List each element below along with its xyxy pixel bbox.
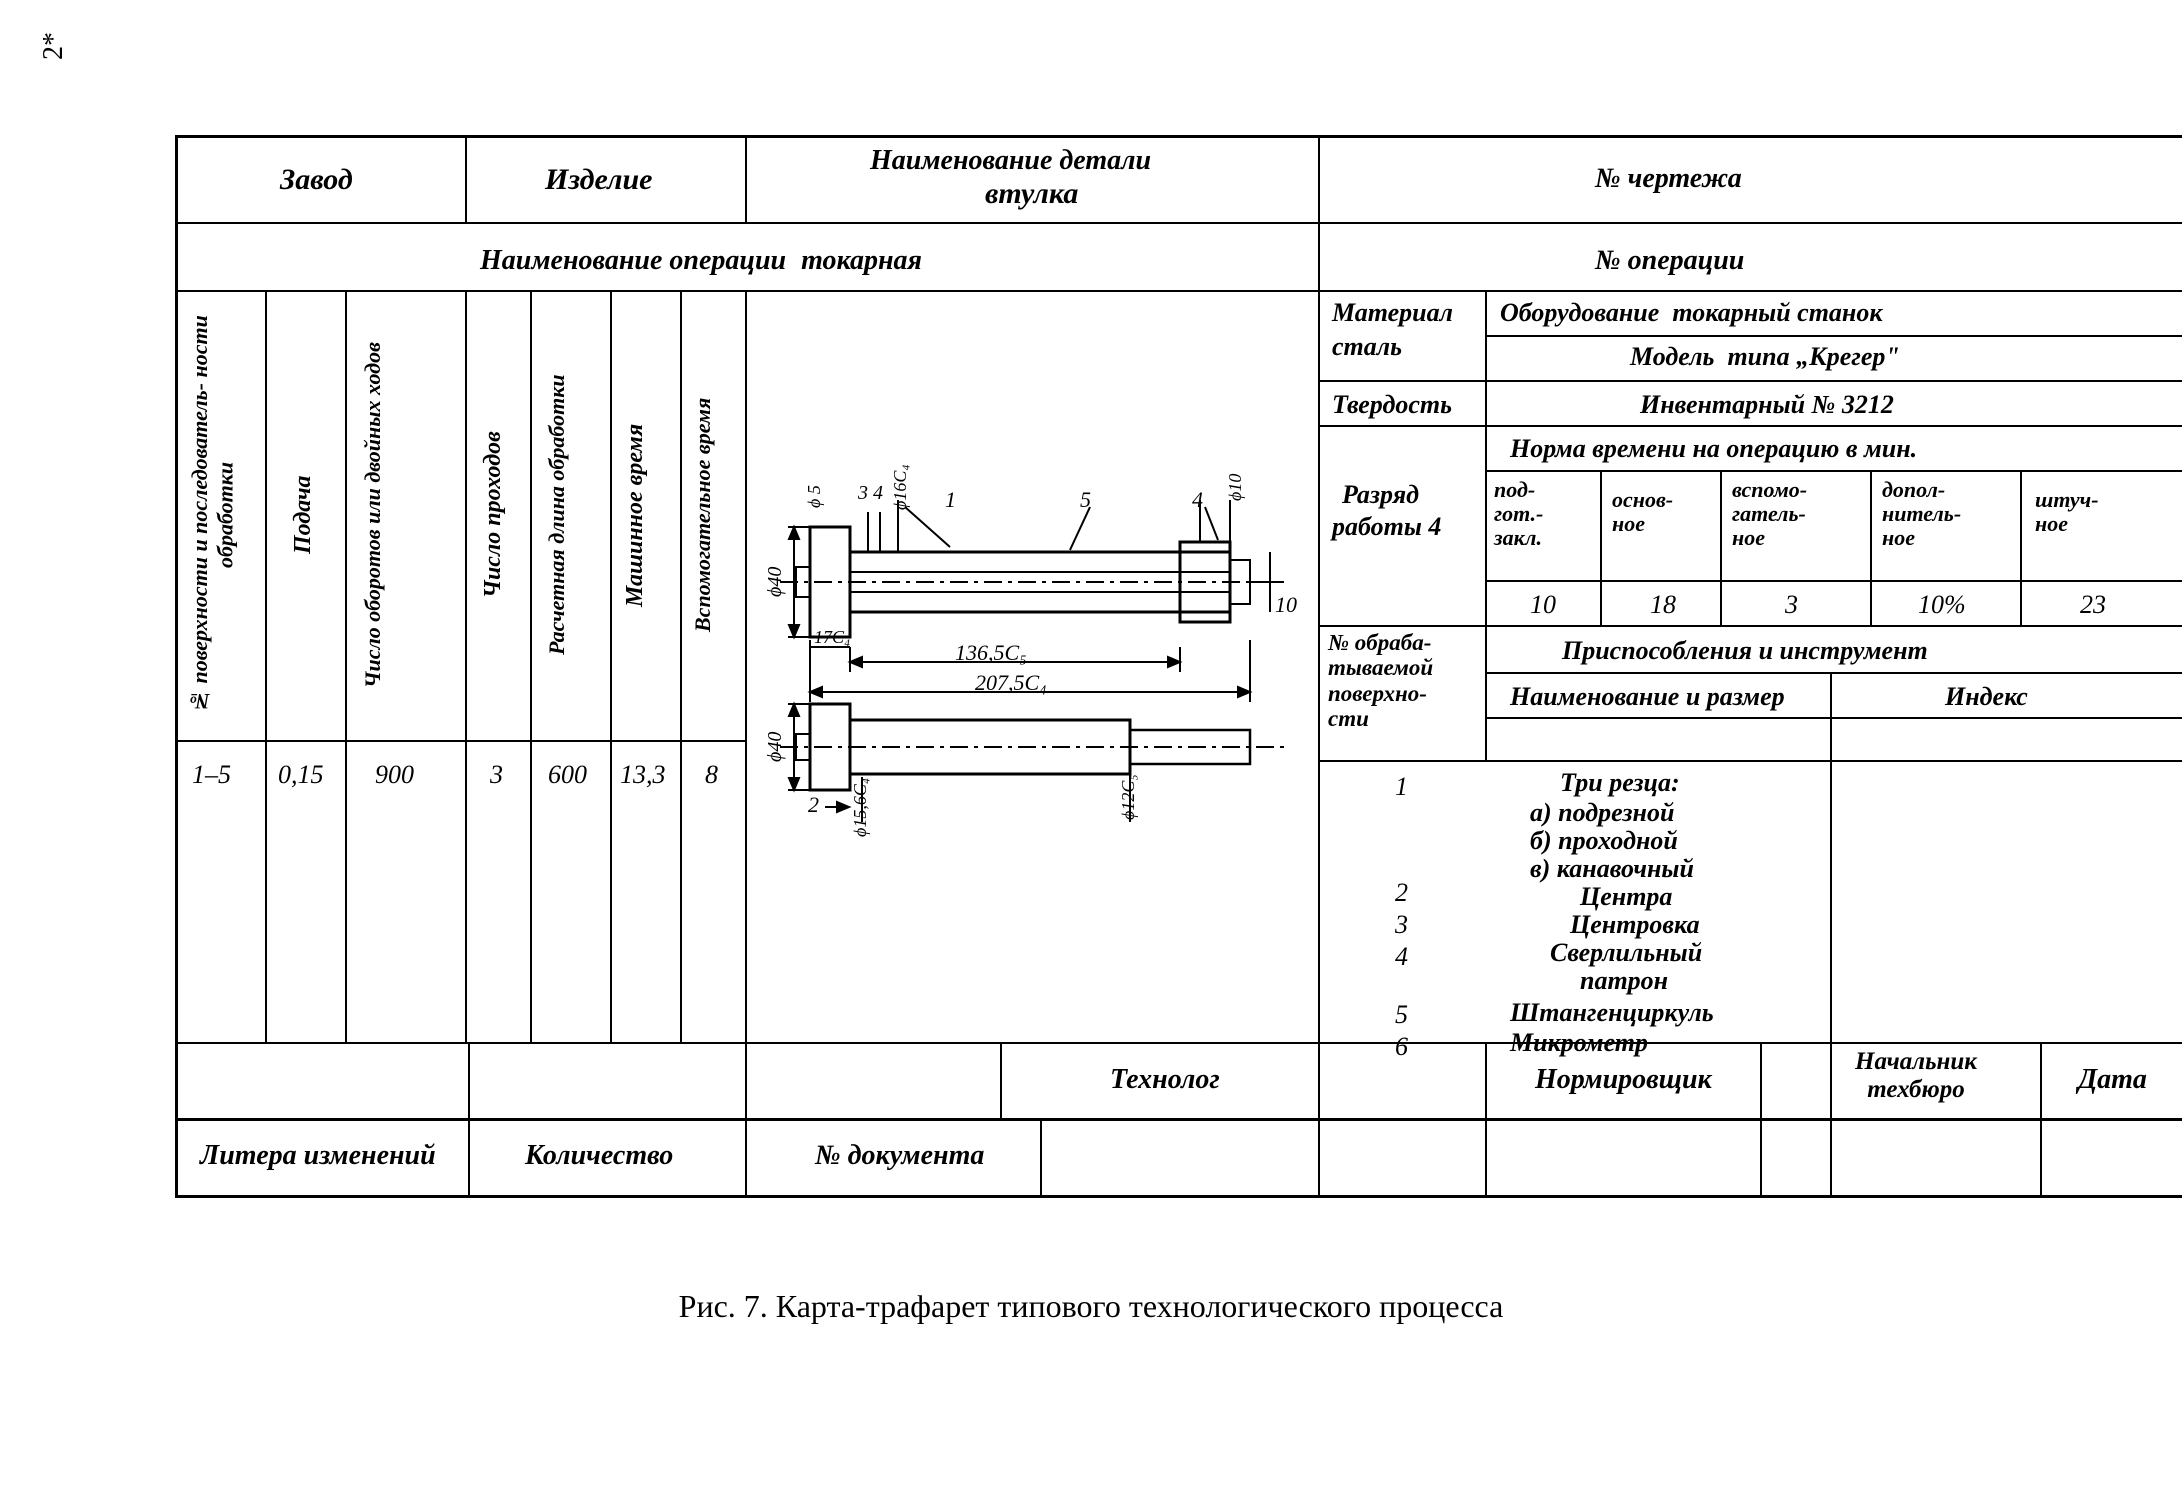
inv: Инвентарный № 3212 [1640, 390, 1894, 420]
tl2: б) проходной [1530, 826, 1678, 856]
tl5: Центровка [1570, 910, 1700, 940]
tl1: а) подрезной [1530, 798, 1674, 828]
tl0: Три резца: [1560, 768, 1680, 798]
tn6: 6 [1395, 1032, 1408, 1062]
equip: Оборудование токарный станок [1500, 298, 1883, 328]
tn5: 5 [1395, 1000, 1408, 1030]
norm: Норма времени на операцию в мин. [1510, 434, 1917, 464]
th5: штуч- ное [2035, 488, 2099, 536]
f-chief: Начальник техбюро [1855, 1048, 1977, 1103]
f-qty: Количество [525, 1140, 673, 1172]
surf-no: № обраба- тываемой поверхно- сти [1328, 630, 1433, 731]
name-size: Наименование и размер [1510, 682, 1785, 712]
f-tech: Технолог [1110, 1064, 1220, 1096]
rank2: работы 4 [1332, 512, 1441, 542]
tv5: 23 [2080, 590, 2106, 620]
model: Модель типа „Крегер" [1630, 342, 1900, 372]
dv1: 1–5 [192, 760, 231, 790]
header-detail-name: втулка [985, 177, 1078, 211]
mat-value: сталь [1332, 332, 1402, 362]
tv1: 10 [1530, 590, 1556, 620]
op-no: № операции [1595, 245, 1744, 277]
th3: вспомо- гатель- ное [1732, 478, 1807, 551]
figure-caption: Рис. 7. Карта-трафарет типового технолог… [0, 1288, 2182, 1325]
op-label-wrap: Наименование операции токарная [480, 245, 922, 277]
hardness: Твердость [1332, 390, 1452, 420]
dv2: 0,15 [278, 760, 324, 790]
tn3: 3 [1395, 910, 1408, 940]
col-h6: Машинное время [622, 300, 667, 730]
col-h2: Подача [290, 300, 330, 730]
col-h1: № поверхности и последователь- ности обр… [187, 300, 257, 730]
f-norm: Нормировщик [1535, 1064, 1712, 1096]
page-marker: 2* [38, 32, 70, 60]
dv4: 3 [490, 760, 503, 790]
th1: под- гот.- закл. [1494, 478, 1543, 551]
f-date: Дата [2078, 1064, 2147, 1096]
tl6: Сверлильный [1550, 938, 1702, 968]
th2: основ- ное [1612, 488, 1673, 536]
tv4: 10% [1918, 590, 1966, 620]
tl3: в) канавочный [1530, 854, 1694, 884]
col-h5: Расчетная длина обработки [544, 300, 599, 730]
col-h7: Вспомогательное время [690, 300, 740, 730]
mat-label: Материал [1332, 298, 1453, 328]
f-lit: Литера изменений [200, 1140, 436, 1172]
dv5: 600 [548, 760, 587, 790]
header-drawing-no: № чертежа [1595, 163, 1742, 195]
f-doc: № документа [815, 1140, 984, 1172]
header-izdelie: Изделие [545, 163, 653, 197]
header-detail-label: Наименование детали [870, 145, 1151, 177]
rank1: Разряд [1342, 480, 1419, 510]
tn4: 4 [1395, 942, 1408, 972]
tn1: 1 [1395, 772, 1408, 802]
col-h3: Число оборотов или двойных ходов [360, 300, 455, 730]
tl8: Штангенциркуль [1510, 998, 1714, 1028]
tv2: 18 [1650, 590, 1676, 620]
tools-h: Приспособления и инструмент [1562, 636, 1928, 666]
tv3: 3 [1785, 590, 1798, 620]
tn2: 2 [1395, 878, 1408, 908]
index: Индекс [1945, 682, 2028, 712]
col-h4: Число проходов [480, 300, 520, 730]
dv3: 900 [375, 760, 414, 790]
th4: допол- нитель- ное [1882, 478, 1961, 551]
tl4: Центра [1580, 882, 1672, 912]
tech-drawing: 3 4 ϕ16С₄ 1 5 4 ϕ10 ϕ 5 ϕ40 17С₄ 136,5С₅… [750, 292, 1316, 832]
header-zavod: Завод [280, 163, 353, 197]
dv7: 8 [705, 760, 718, 790]
tl7: патрон [1580, 966, 1668, 996]
dv6: 13,3 [620, 760, 666, 790]
